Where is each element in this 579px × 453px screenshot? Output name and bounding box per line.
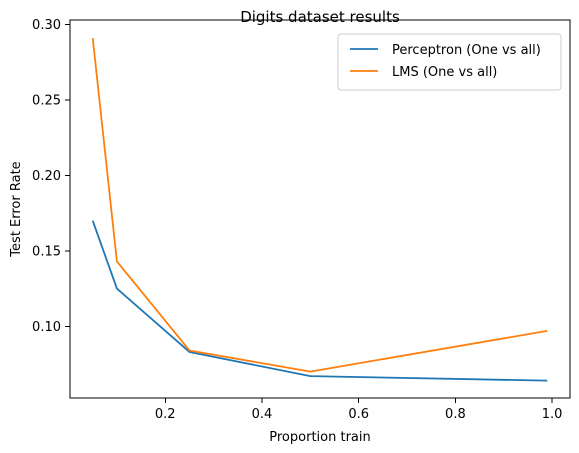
legend: Perceptron (One vs all) LMS (One vs all) [337, 33, 562, 91]
x-tick-label: 0.6 [348, 407, 369, 422]
x-tick-label: 0.8 [445, 407, 466, 422]
x-tick-label: 0.2 [155, 407, 176, 422]
series-layer [91, 38, 548, 382]
plot-area-frame [69, 19, 571, 399]
y-axis-ticks: 0.10 0.15 0.20 0.25 0.30 [32, 18, 70, 335]
x-tick-label: 0.4 [252, 407, 273, 422]
y-tick-label: 0.30 [32, 18, 61, 33]
y-tick-label: 0.25 [32, 93, 61, 108]
legend-label-lms: LMS (One vs all) [392, 65, 497, 80]
x-tick-label: 1.0 [542, 407, 563, 422]
x-axis-ticks: 0.2 0.4 0.6 0.8 1.0 [155, 398, 563, 422]
y-axis-title: Test Error Rate [9, 161, 24, 257]
chart-title: Digits dataset results [240, 8, 400, 26]
y-tick-label: 0.10 [32, 320, 61, 335]
y-tick-label: 0.20 [32, 169, 61, 184]
legend-box [337, 33, 562, 91]
series-line-0 [91, 220, 548, 382]
x-axis-title: Proportion train [269, 430, 370, 445]
legend-label-perceptron: Perceptron (One vs all) [392, 43, 541, 58]
series-line-1 [91, 38, 548, 373]
y-tick-label: 0.15 [32, 244, 61, 259]
